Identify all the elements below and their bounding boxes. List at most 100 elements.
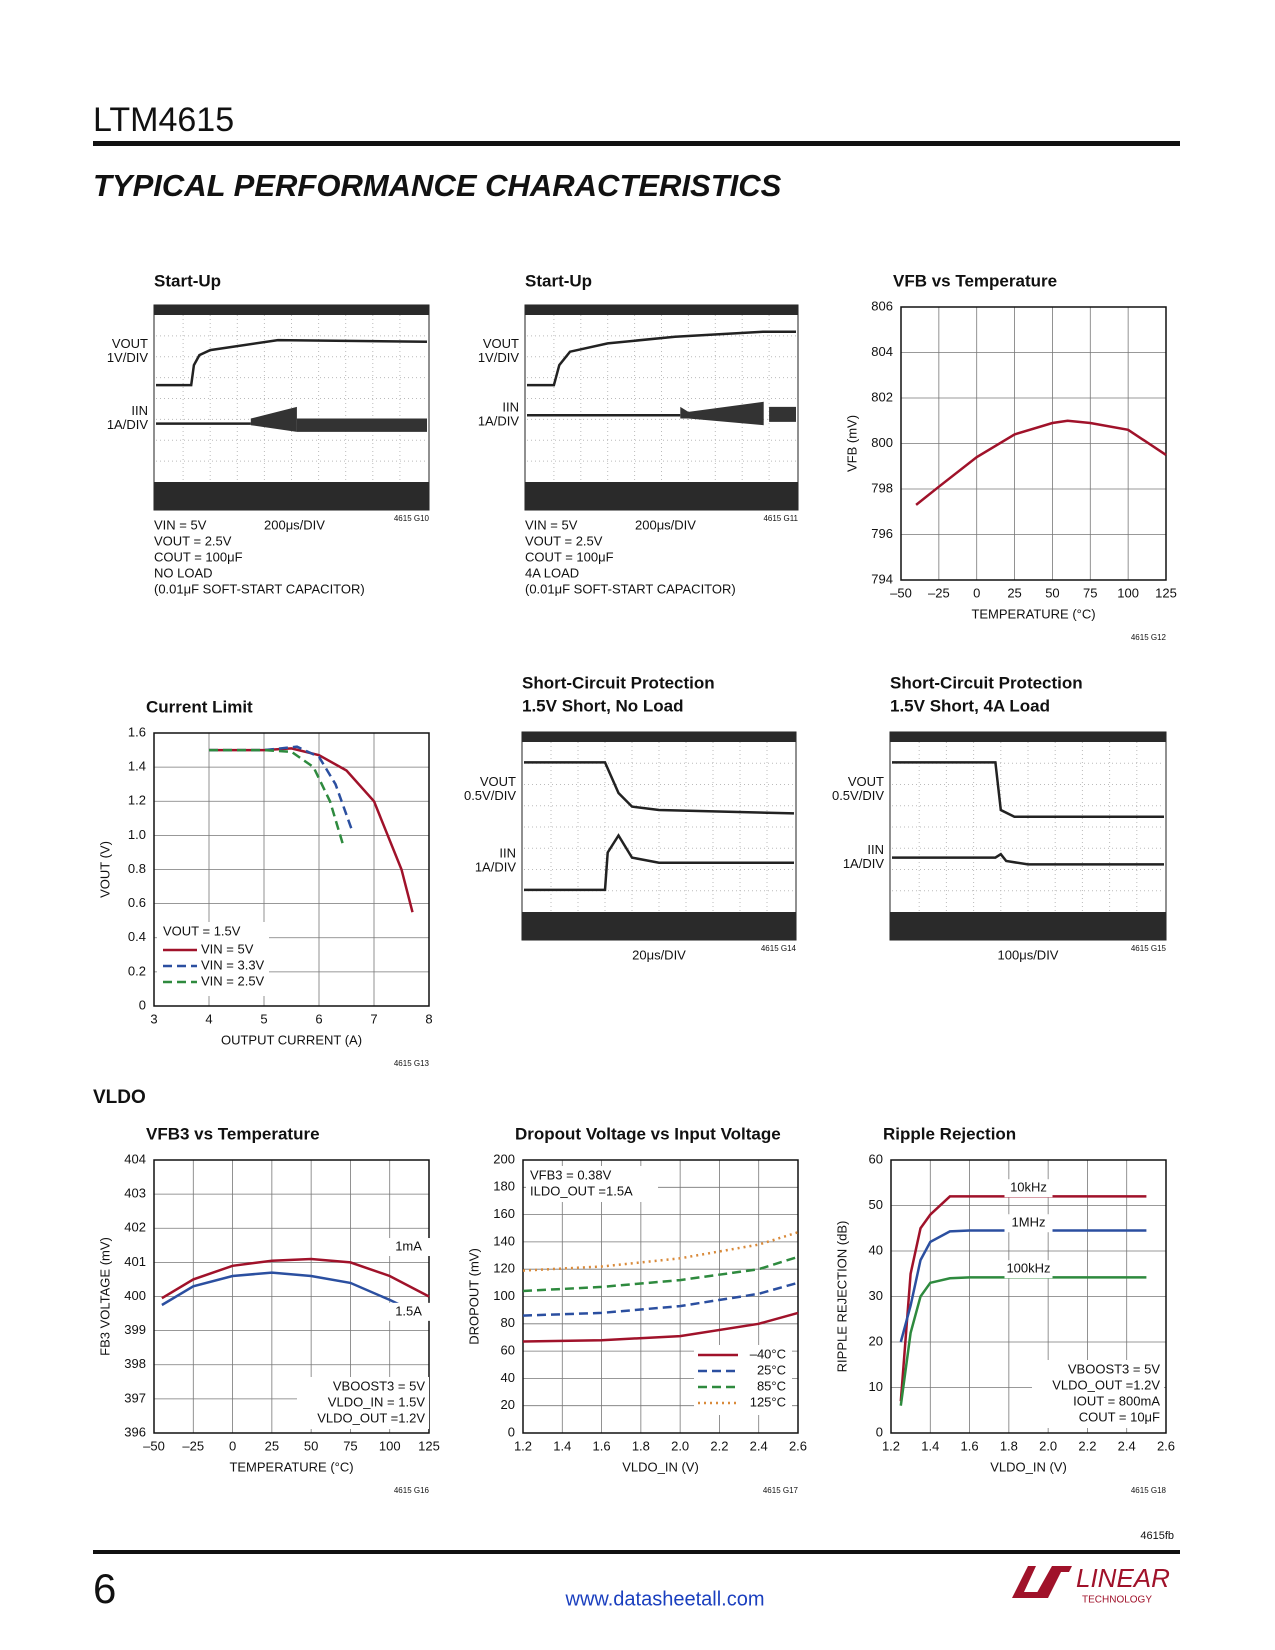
x-tick-label: 6 — [315, 1011, 322, 1026]
y-tick-label: 0 — [139, 997, 146, 1012]
chart-title: 1.5V Short, 4A Load — [890, 696, 1050, 715]
header-rule — [93, 141, 1180, 146]
test-condition: VOUT = 2.5V — [525, 533, 603, 548]
y-tick-label: 1.0 — [128, 827, 146, 842]
figure-code: 4615 G17 — [763, 1486, 799, 1495]
channel-scale: 1A/DIV — [478, 414, 520, 429]
scope-menu-bar — [154, 482, 429, 510]
y-tick-label: 796 — [871, 526, 893, 541]
y-tick-label: 1.6 — [128, 724, 146, 739]
logo-mark — [1012, 1566, 1072, 1598]
x-tick-label: 125 — [1155, 585, 1177, 600]
x-tick-label: 2.2 — [710, 1438, 728, 1453]
x-tick-label: 125 — [418, 1438, 440, 1453]
channel-label: IIN — [502, 400, 519, 415]
scope-trace — [527, 330, 796, 387]
y-tick-label: 400 — [124, 1288, 146, 1303]
x-tick-label: 2.0 — [671, 1438, 689, 1453]
scope-trace — [892, 761, 1164, 819]
x-tick-label: 1.4 — [921, 1438, 939, 1453]
legend-label: VIN = 2.5V — [201, 973, 265, 988]
x-tick-label: 5 — [260, 1011, 267, 1026]
revision: 4615fb — [1140, 1530, 1174, 1542]
url-link[interactable]: www.datasheetall.com — [565, 1588, 765, 1610]
y-tick-label: 804 — [871, 344, 893, 359]
data-line — [522, 1311, 799, 1343]
y-tick-label: 20 — [501, 1397, 515, 1412]
y-tick-label: 30 — [869, 1288, 883, 1303]
y-tick-label: 180 — [493, 1179, 515, 1194]
x-tick-label: 75 — [1083, 585, 1097, 600]
plot-frame — [900, 306, 1167, 581]
timebase: 20μs/DIV — [632, 947, 686, 962]
y-tick-label: 80 — [501, 1315, 515, 1330]
channel-label: VOUT — [848, 774, 884, 789]
x-tick-label: 7 — [370, 1011, 377, 1026]
part-number: LTM4615 — [93, 101, 234, 139]
chart-title: VFB vs Temperature — [893, 271, 1057, 290]
test-condition: COUT = 100μF — [154, 549, 243, 564]
timebase: 200μs/DIV — [635, 517, 696, 532]
legend-label: 85°C — [757, 1378, 786, 1393]
y-tick-label: 794 — [871, 571, 893, 586]
scope-status-bar — [522, 732, 796, 742]
chart-note: VBOOST3 = 5V — [1068, 1361, 1160, 1376]
chart-note: IOUT = 800mA — [1073, 1393, 1160, 1408]
notes-bg — [526, 1166, 658, 1202]
y-axis-label: VOUT (V) — [97, 841, 112, 898]
y-tick-label: 0.4 — [128, 929, 146, 944]
figure-code: 4615 G11 — [763, 514, 798, 523]
footer-rule — [93, 1550, 1180, 1554]
logo-text: LINEAR — [1076, 1563, 1170, 1593]
x-tick-label: 100 — [1117, 585, 1139, 600]
y-tick-label: 200 — [493, 1151, 515, 1166]
channel-scale: 1A/DIV — [107, 417, 149, 432]
y-tick-label: 0 — [508, 1424, 515, 1439]
x-tick-label: 2.2 — [1078, 1438, 1096, 1453]
y-tick-label: 402 — [124, 1220, 146, 1235]
chart-title: Short-Circuit Protection — [522, 673, 715, 692]
x-tick-label: 1.8 — [1000, 1438, 1018, 1453]
series-label: 1mA — [395, 1238, 422, 1253]
figure-code: 4615 G13 — [394, 1059, 430, 1068]
y-tick-label: 10 — [869, 1379, 883, 1394]
plot-frame — [522, 1159, 799, 1434]
scope-menu-bar — [522, 912, 796, 940]
x-tick-label: 0 — [973, 585, 980, 600]
section-title: TYPICAL PERFORMANCE CHARACTERISTICS — [93, 168, 782, 203]
y-tick-label: 806 — [871, 298, 893, 313]
timebase: 200μs/DIV — [264, 517, 325, 532]
channel-scale: 1V/DIV — [478, 350, 520, 365]
scope-status-bar — [890, 732, 1166, 742]
y-tick-label: 1.4 — [128, 759, 146, 774]
series-label-bg — [1004, 1179, 1053, 1198]
chart-note: VFB3 = 0.38V — [530, 1167, 612, 1182]
x-tick-label: 2.4 — [1118, 1438, 1136, 1453]
y-tick-label: 60 — [869, 1151, 883, 1166]
scope-trace — [156, 338, 428, 387]
channel-label: IIN — [499, 845, 516, 860]
y-tick-label: 401 — [124, 1254, 146, 1269]
legend-title: VOUT = 1.5V — [163, 923, 241, 938]
channel-label: VOUT — [483, 336, 519, 351]
figure-code: 4615 G18 — [1131, 1486, 1167, 1495]
y-axis-label: DROPOUT (mV) — [466, 1248, 481, 1345]
scope-trace-band — [250, 406, 297, 432]
series-label: 1.5A — [395, 1303, 422, 1318]
x-tick-label: 2.4 — [750, 1438, 768, 1453]
x-axis-label: VLDO_IN (V) — [990, 1459, 1067, 1474]
test-condition: 4A LOAD — [525, 565, 579, 580]
page-number: 6 — [93, 1565, 116, 1612]
series-label-bg — [1004, 1260, 1053, 1279]
chart-note: ILDO_OUT =1.5A — [530, 1183, 633, 1198]
channel-label: IIN — [131, 403, 148, 418]
x-tick-label: 75 — [343, 1438, 357, 1453]
x-axis-label: VLDO_IN (V) — [622, 1459, 699, 1474]
y-tick-label: 120 — [493, 1261, 515, 1276]
test-condition: VIN = 5V — [525, 517, 578, 532]
figure-code: 4615 G10 — [394, 514, 430, 523]
scope-trace-band — [296, 418, 427, 432]
x-tick-label: 25 — [265, 1438, 279, 1453]
test-condition: COUT = 100μF — [525, 549, 614, 564]
y-tick-label: 398 — [124, 1356, 146, 1371]
